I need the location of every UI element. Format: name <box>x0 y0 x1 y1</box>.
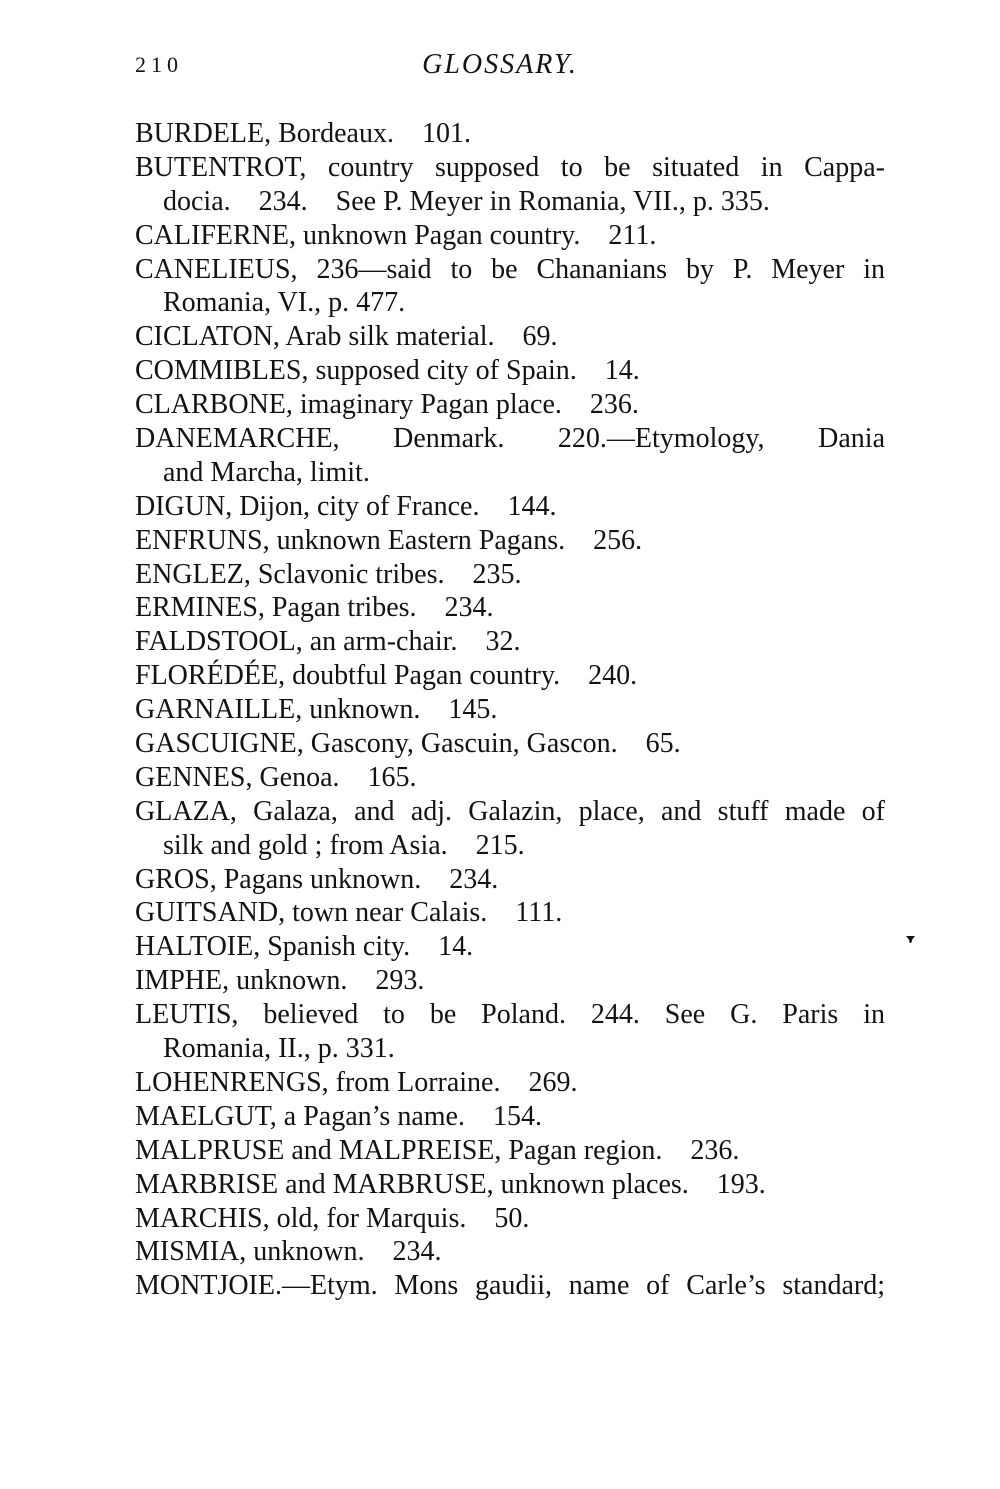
glossary-line: ERMINES, Pagan tribes. 234. <box>135 592 494 624</box>
glossary-line: GASCUIGNE, Gascony, Gascuin, Gascon. 65. <box>135 728 681 760</box>
glossary-line: ENGLEZ, Sclavonic tribes. 235. <box>135 558 522 590</box>
glossary-line: DIGUN, Dijon, city of France. 144. <box>135 490 557 522</box>
glossary-line: and Marcha, limit. <box>163 456 370 488</box>
ink-speck <box>906 936 915 943</box>
glossary-line: ENFRUNS, unknown Eastern Pagans. 256. <box>135 524 643 556</box>
glossary-line: GLAZA, Galaza, and adj. Galazin, place, … <box>135 795 885 827</box>
glossary-line: GUITSAND, town near Calais. 111. <box>135 897 563 929</box>
glossary-line: LOHENRENGS, from Lorraine. 269. <box>135 1066 578 1098</box>
running-title: GLOSSARY. <box>422 49 578 80</box>
page-number: 210 <box>135 52 183 77</box>
glossary-line: CICLATON, Arab silk material. 69. <box>135 321 558 353</box>
glossary-line: GROS, Pagans unknown. 234. <box>135 863 499 895</box>
glossary-line: GENNES, Genoa. 165. <box>135 761 417 793</box>
glossary-line: BURDELE, Bordeaux. 101. <box>135 118 471 149</box>
glossary-line: MONTJOIE.—Etym. Mons gaudii, name of Car… <box>135 1270 885 1302</box>
glossary-list: BURDELE, Bordeaux. 101. BUTENTROT, countr… <box>135 117 885 1303</box>
glossary-line: FLORÉDÉE, doubtful Pagan country. 240. <box>135 660 638 692</box>
glossary-line: docia. 234. See P. Meyer in Romania, VII… <box>163 185 770 217</box>
glossary-line: FALDSTOOL, an arm-chair. 32. <box>135 626 521 658</box>
glossary-line: MARCHIS, old, for Marquis. 50. <box>135 1202 530 1234</box>
glossary-line: BUTENTROT, country supposed to be situat… <box>135 151 885 183</box>
glossary-line: MISMIA, unknown. 234. <box>135 1236 442 1268</box>
glossary-line: silk and gold ; from Asia. 215. <box>163 829 525 861</box>
glossary-line: DANEMARCHE, Denmark. 220.—Etymology, Dan… <box>135 423 885 455</box>
glossary-line: Romania, VI., p. 477. <box>163 287 406 319</box>
glossary-line: LEUTIS, believed to be Poland. 244. See … <box>135 999 885 1031</box>
running-header: 210 GLOSSARY. <box>0 48 1000 82</box>
glossary-line: COMMIBLES, supposed city of Spain. 14. <box>135 355 640 387</box>
glossary-line: HALTOIE, Spanish city. 14. <box>135 931 474 963</box>
glossary-line: MAELGUT, a Pagan’s name. 154. <box>135 1100 542 1132</box>
glossary-line: MALPRUSE and MALPREISE, Pagan region. 23… <box>135 1134 740 1166</box>
glossary-line: CLARBONE, imaginary Pagan place. 236. <box>135 389 639 421</box>
glossary-line: CALIFERNE, unknown Pagan country. 211. <box>135 219 657 251</box>
glossary-line: GARNAILLE, unknown. 145. <box>135 694 498 726</box>
glossary-line: Romania, II., p. 331. <box>163 1033 395 1065</box>
glossary-line: IMPHE, unknown. 293. <box>135 965 425 997</box>
glossary-line: MARBRISE and MARBRUSE, unknown places. 1… <box>135 1168 766 1200</box>
glossary-line: CANELIEUS, 236—said to be Chananians by … <box>135 253 885 285</box>
